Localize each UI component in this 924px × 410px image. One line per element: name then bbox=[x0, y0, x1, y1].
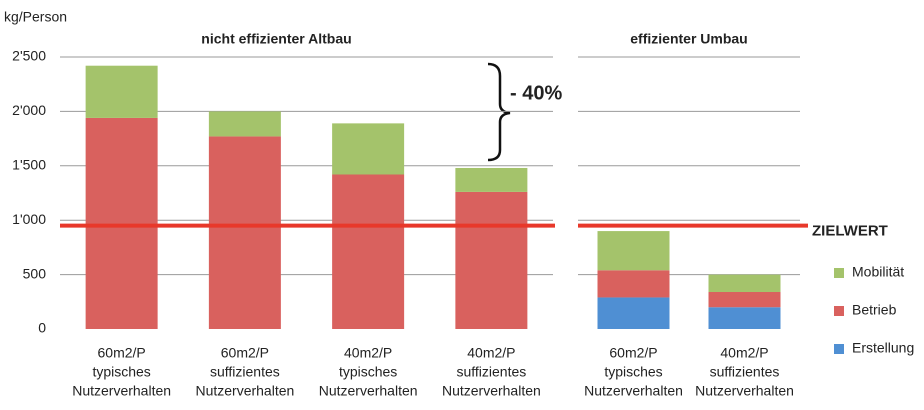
bar-segment bbox=[597, 270, 670, 298]
y-tick-label: 1'000 bbox=[12, 211, 46, 227]
bar-segment bbox=[597, 297, 670, 329]
x-tick-label: suffizientes bbox=[210, 364, 280, 380]
legend-swatch bbox=[834, 306, 844, 316]
bar-segment bbox=[208, 111, 281, 137]
x-tick-label: 60m2/P bbox=[609, 345, 657, 361]
bar-segment bbox=[85, 65, 158, 118]
y-axis-label: kg/Person bbox=[4, 9, 67, 25]
bar-segment bbox=[708, 307, 781, 329]
legend-swatch bbox=[834, 268, 844, 278]
annotation: - 40% bbox=[510, 82, 562, 104]
bar-segment bbox=[332, 123, 405, 175]
x-tick-label: Nutzerverhalten bbox=[319, 383, 418, 399]
x-tick-label: Nutzerverhalten bbox=[695, 383, 794, 399]
bar-segment bbox=[455, 191, 528, 329]
x-tick-label: 40m2/P bbox=[344, 345, 392, 361]
x-tick-label: suffizientes bbox=[456, 364, 526, 380]
y-tick-label: 1'500 bbox=[12, 157, 46, 173]
bar-segment bbox=[708, 292, 781, 308]
legend-swatch bbox=[834, 344, 844, 354]
x-tick-label: suffizientes bbox=[710, 364, 780, 380]
x-tick-label: 60m2/P bbox=[221, 345, 269, 361]
target-label: ZIELWERT bbox=[812, 223, 888, 240]
x-tick-label: Nutzerverhalten bbox=[442, 383, 541, 399]
bar-segment bbox=[332, 174, 405, 329]
x-tick-label: typisches bbox=[92, 364, 150, 380]
x-tick-label: typisches bbox=[604, 364, 662, 380]
y-tick-label: 0 bbox=[38, 320, 46, 336]
x-tick-label: 40m2/P bbox=[720, 345, 768, 361]
brace bbox=[487, 62, 511, 162]
x-tick-label: typisches bbox=[339, 364, 397, 380]
bar-segment bbox=[208, 136, 281, 329]
panel-title: effizienter Umbau bbox=[630, 31, 747, 47]
panel-title: nicht effizienter Altbau bbox=[201, 31, 351, 47]
x-tick-label: Nutzerverhalten bbox=[584, 383, 683, 399]
legend-label: Mobilität bbox=[852, 264, 904, 280]
y-tick-label: 2'500 bbox=[12, 48, 46, 64]
bar-segment bbox=[85, 117, 158, 329]
x-tick-label: 40m2/P bbox=[467, 345, 515, 361]
bar-segment bbox=[597, 231, 670, 271]
x-tick-label: 60m2/P bbox=[98, 345, 146, 361]
legend-label: Betrieb bbox=[852, 302, 897, 318]
bar-segment bbox=[455, 167, 528, 192]
y-tick-label: 500 bbox=[23, 265, 47, 281]
legend-label: Erstellung bbox=[852, 340, 914, 356]
x-tick-label: Nutzerverhalten bbox=[195, 383, 294, 399]
bar-segment bbox=[708, 274, 781, 293]
x-tick-label: Nutzerverhalten bbox=[72, 383, 171, 399]
y-tick-label: 2'000 bbox=[12, 102, 46, 118]
